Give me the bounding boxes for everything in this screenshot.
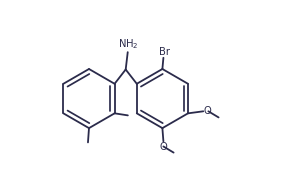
Text: Br: Br bbox=[159, 47, 170, 57]
Text: O: O bbox=[204, 106, 212, 116]
Text: NH$_2$: NH$_2$ bbox=[118, 37, 138, 51]
Text: O: O bbox=[160, 142, 167, 152]
